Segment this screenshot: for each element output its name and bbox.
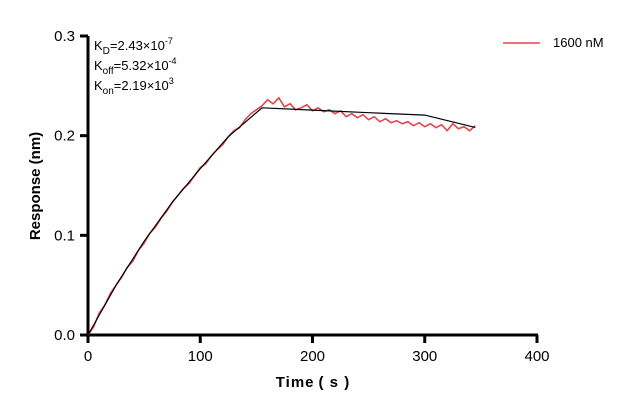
y-tick-label: 0.0 [54,327,75,344]
x-tick-label: 100 [188,348,213,365]
x-tick-label: 200 [300,348,325,365]
x-axis-label: Time ( s ) [276,374,350,391]
x-tick-label: 300 [412,348,437,365]
y-tick-label: 0.3 [54,28,75,45]
y-tick-label: 0.2 [54,128,75,145]
measured-curve [87,96,476,336]
kinetic-constant-D: KD=2.43×10-7 [94,36,173,57]
x-tick-label: 0 [84,348,92,365]
series-group [87,96,476,336]
y-axis-label: Response (nm) [27,132,44,240]
x-tick-label: 400 [524,348,549,365]
legend-label: 1600 nM [553,35,604,50]
y-axis-ticks: 0.0 0.1 0.2 0.3 [54,28,88,344]
fit-curve [87,107,476,336]
x-axis-ticks: 0 100 200 300 400 [84,335,550,365]
y-tick-label: 0.1 [54,227,75,244]
kinetic-constant-on: Kon=2.19×103 [94,76,174,97]
legend: 1600 nM [503,35,604,50]
kinetic-constant-off: Koff=5.32×10-4 [94,56,177,77]
